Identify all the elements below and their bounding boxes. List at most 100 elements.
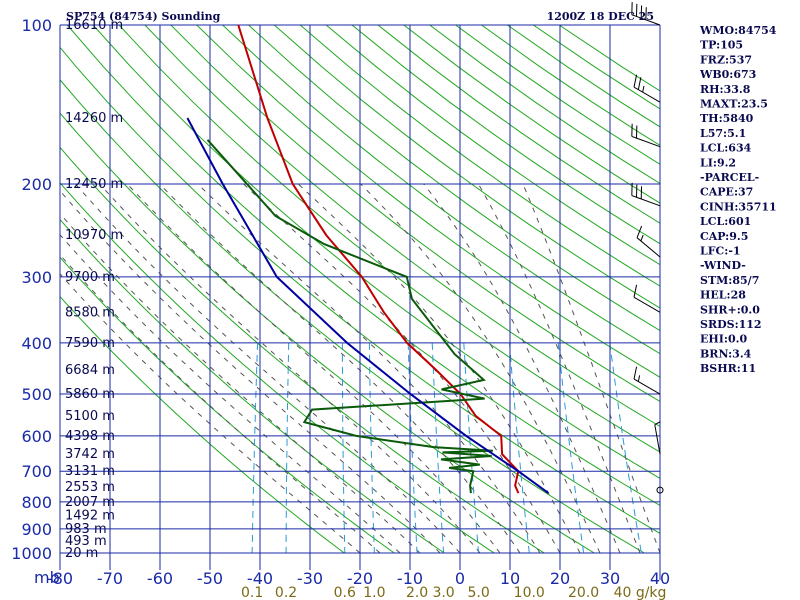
pressure-tick-label: 600 <box>21 427 52 446</box>
pressure-tick-label: 700 <box>21 462 52 481</box>
mixing-ratio-tick-label: 1.0 <box>363 585 385 600</box>
temperature-tick-label: -80 <box>47 569 73 588</box>
wind-barb-feather <box>633 366 638 380</box>
height-label: 4398 m <box>65 429 115 444</box>
wind-barb-feather <box>633 74 638 88</box>
dry-adiabat <box>60 146 545 554</box>
chart-grid <box>59 24 661 570</box>
index-line: FRZ:537 <box>700 53 752 66</box>
mixing-ratio-tick-label: 0.6 <box>334 585 356 600</box>
chart-title: SP754 (84754) Sounding <box>66 10 221 23</box>
height-label: 5100 m <box>65 409 115 424</box>
parcel-profile <box>186 117 549 494</box>
height-label: 3131 m <box>65 464 115 479</box>
mixing-ratio-tick-label: 20.0 <box>568 585 599 600</box>
mixing-ratio-tick-label: 0.1 <box>241 585 263 600</box>
dry-adiabat <box>299 25 660 287</box>
wind-barb-feather <box>642 85 645 93</box>
index-line: WB0:673 <box>699 68 756 81</box>
index-line: CAPE:37 <box>700 186 753 199</box>
moist-adiabat <box>99 183 481 554</box>
wind-barb-feather <box>654 421 661 426</box>
height-label: 8580 m <box>65 305 115 320</box>
temperature-tick-label: -40 <box>247 569 273 588</box>
mixing-ratio-tick-label: 40 g/kg <box>614 585 667 600</box>
height-label: 12450 m <box>65 177 123 192</box>
dry-adiabat <box>196 25 660 378</box>
height-label: 493 m <box>65 534 107 549</box>
dry-adiabat <box>248 25 660 332</box>
pressure-unit-label: mb <box>34 568 60 587</box>
calm-wind-marker <box>656 486 664 494</box>
pressure-tick-label: 200 <box>21 175 52 194</box>
pressure-tick-label: 800 <box>21 493 52 512</box>
index-line: -WIND- <box>700 259 746 272</box>
dry-adiabat <box>60 218 445 554</box>
height-label: 10970 m <box>65 228 123 243</box>
wind-barb-feather <box>633 284 638 298</box>
pressure-tick-label: 1000 <box>11 544 52 563</box>
height-label: 16610 m <box>65 18 123 33</box>
mixing-ratio-tick-label: 0.2 <box>275 585 297 600</box>
moist-adiabat <box>60 190 441 554</box>
temperature-tick-label: -10 <box>397 569 423 588</box>
height-label: 20 m <box>65 546 98 561</box>
height-label: 2553 m <box>65 480 115 495</box>
dry-adiabat <box>60 182 495 554</box>
pressure-tick-label: 500 <box>21 385 52 404</box>
index-line: TH:5840 <box>700 112 754 125</box>
dry-adiabat <box>273 25 660 309</box>
pressure-tick-label: 300 <box>21 268 52 287</box>
temperature-tick-label: -50 <box>197 569 223 588</box>
height-label: 1492 m <box>65 509 115 524</box>
index-line: SRDS:112 <box>700 318 762 331</box>
index-line: BSHR:11 <box>700 362 756 375</box>
dry-adiabat <box>60 112 595 554</box>
temperature-tick-label: -60 <box>147 569 173 588</box>
temperature-tick-label: 0 <box>455 569 465 588</box>
index-line: TP:105 <box>700 39 743 52</box>
pressure-tick-label: 400 <box>21 334 52 353</box>
index-line: LFC:-1 <box>700 245 741 258</box>
dry-adiabat <box>144 25 660 428</box>
dewpoint-profile <box>206 139 493 494</box>
index-line: WMO:84754 <box>699 24 777 37</box>
pressure-tick-label: 100 <box>21 16 52 35</box>
dry-adiabat <box>60 79 645 554</box>
height-label: 5860 m <box>65 387 115 402</box>
index-line: BRN:3.4 <box>700 347 752 360</box>
moist-adiabat <box>423 183 621 554</box>
index-line: SHR+:0.0 <box>700 303 760 316</box>
mixing-ratio-tick-label: 10.0 <box>514 585 545 600</box>
temperature-profile <box>237 25 520 494</box>
temperature-tick-label: 30 <box>600 569 620 588</box>
index-line: CAP:9.5 <box>700 230 748 243</box>
wind-barb-feather <box>637 375 641 382</box>
height-label: 983 m <box>65 522 107 537</box>
index-line: EHI:0.0 <box>700 333 747 346</box>
height-label: 2007 m <box>65 495 115 510</box>
index-line: MAXT:23.5 <box>700 98 768 111</box>
wind-barb <box>654 424 661 455</box>
index-line: CINH:35711 <box>700 200 777 213</box>
height-label: 14260 m <box>65 111 123 126</box>
index-line: HEL:28 <box>700 289 746 302</box>
index-line: LCL:634 <box>700 142 752 155</box>
height-label: 7590 m <box>65 336 115 351</box>
dry-adiabat <box>60 295 345 554</box>
temperature-tick-label: -20 <box>347 569 373 588</box>
dry-adiabat <box>351 25 660 245</box>
index-line: LCL:601 <box>700 215 751 228</box>
dry-adiabat <box>118 25 660 453</box>
pressure-tick-label: 900 <box>21 520 52 539</box>
chart-time: 1200Z 18 DEC 25 <box>547 10 654 23</box>
moist-adiabat <box>243 183 561 554</box>
index-line: STM:85/7 <box>700 274 759 287</box>
data-series <box>186 25 549 494</box>
mixing-ratio-tick-label: 3.0 <box>432 585 454 600</box>
temperature-tick-label: -70 <box>97 569 123 588</box>
index-line: LI:9.2 <box>700 156 736 169</box>
